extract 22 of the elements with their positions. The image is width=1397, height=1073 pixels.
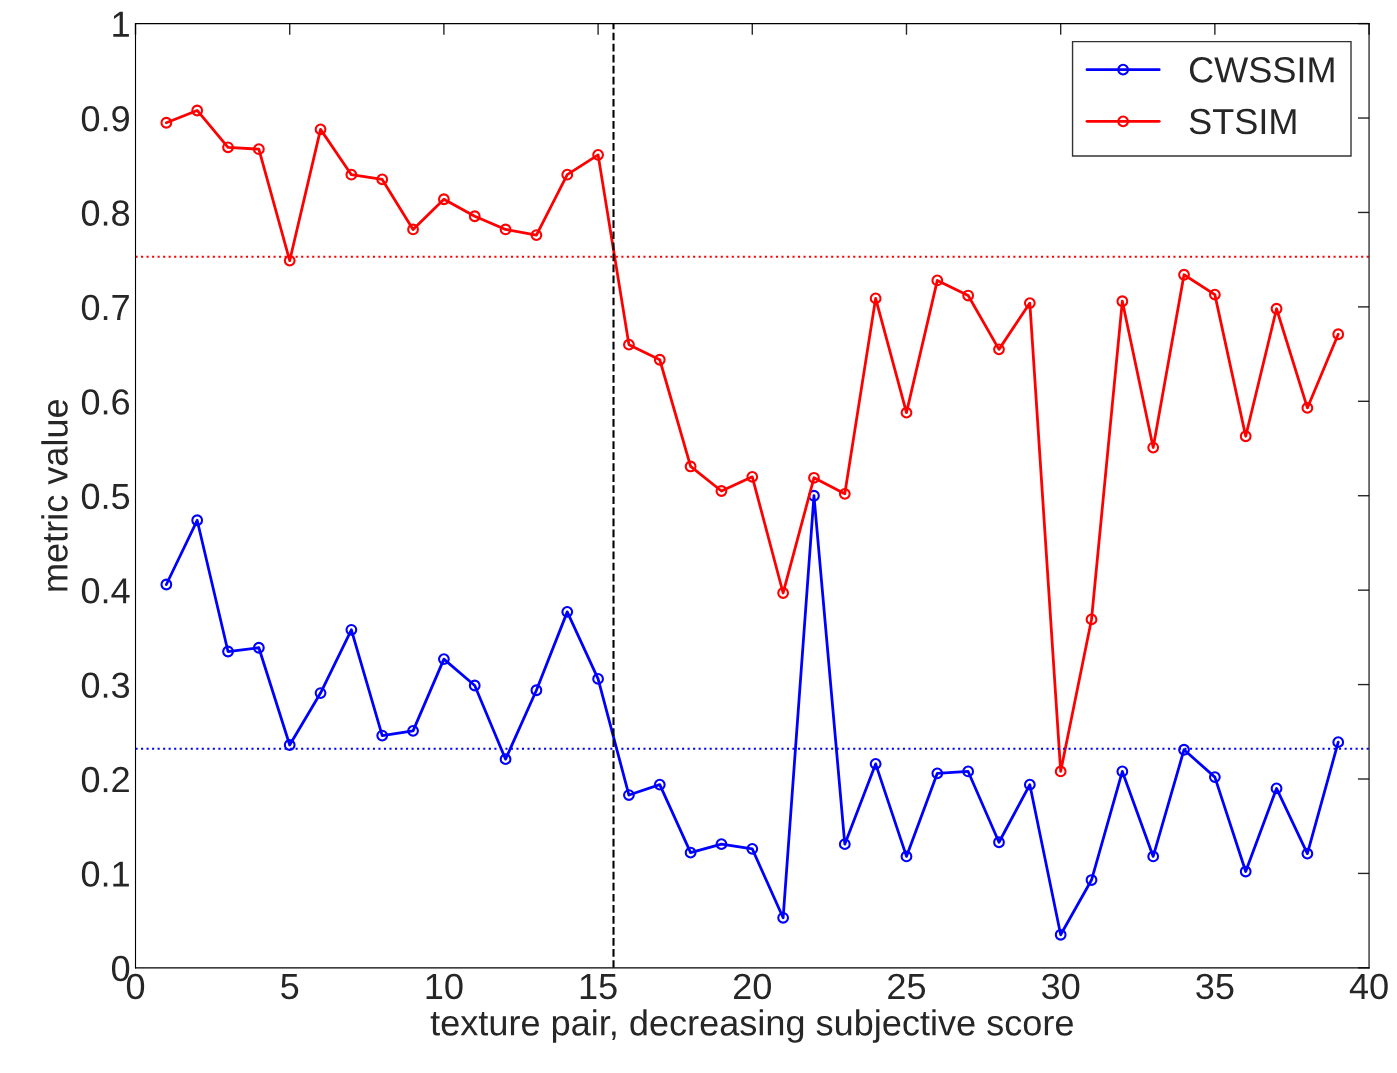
y-tick-label: 0.6	[81, 389, 130, 415]
x-tick-label: 40	[1349, 973, 1388, 1000]
y-tick-label: 0.9	[81, 105, 129, 132]
y-axis-title: metric value	[41, 399, 68, 591]
y-tick-label: 1	[113, 11, 129, 37]
x-tick-label: 10	[426, 973, 463, 1000]
x-axis-title: texture pair, decreasing subjective score	[430, 1009, 1073, 1043]
y-tick-label: 0.3	[81, 672, 130, 699]
y-tick-label: 0.1	[81, 861, 129, 887]
y-tick-label: 0.8	[81, 200, 130, 226]
legend-label: STSIM	[1189, 108, 1296, 135]
x-tick-label: 20	[734, 973, 771, 1000]
y-tick-label: 0.2	[81, 766, 129, 793]
x-tick-label: 25	[888, 973, 926, 1000]
x-tick-label: 15	[580, 974, 617, 1000]
y-tick-label: 0.4	[81, 578, 130, 604]
y-tick-label: 0.7	[81, 294, 129, 321]
x-tick-label: 5	[281, 974, 299, 1000]
legend-label: CWSSIM	[1189, 57, 1334, 83]
x-tick-label: 35	[1196, 973, 1234, 1000]
y-tick-label: 0.5	[81, 483, 130, 510]
x-tick-label: 30	[1041, 973, 1080, 1000]
